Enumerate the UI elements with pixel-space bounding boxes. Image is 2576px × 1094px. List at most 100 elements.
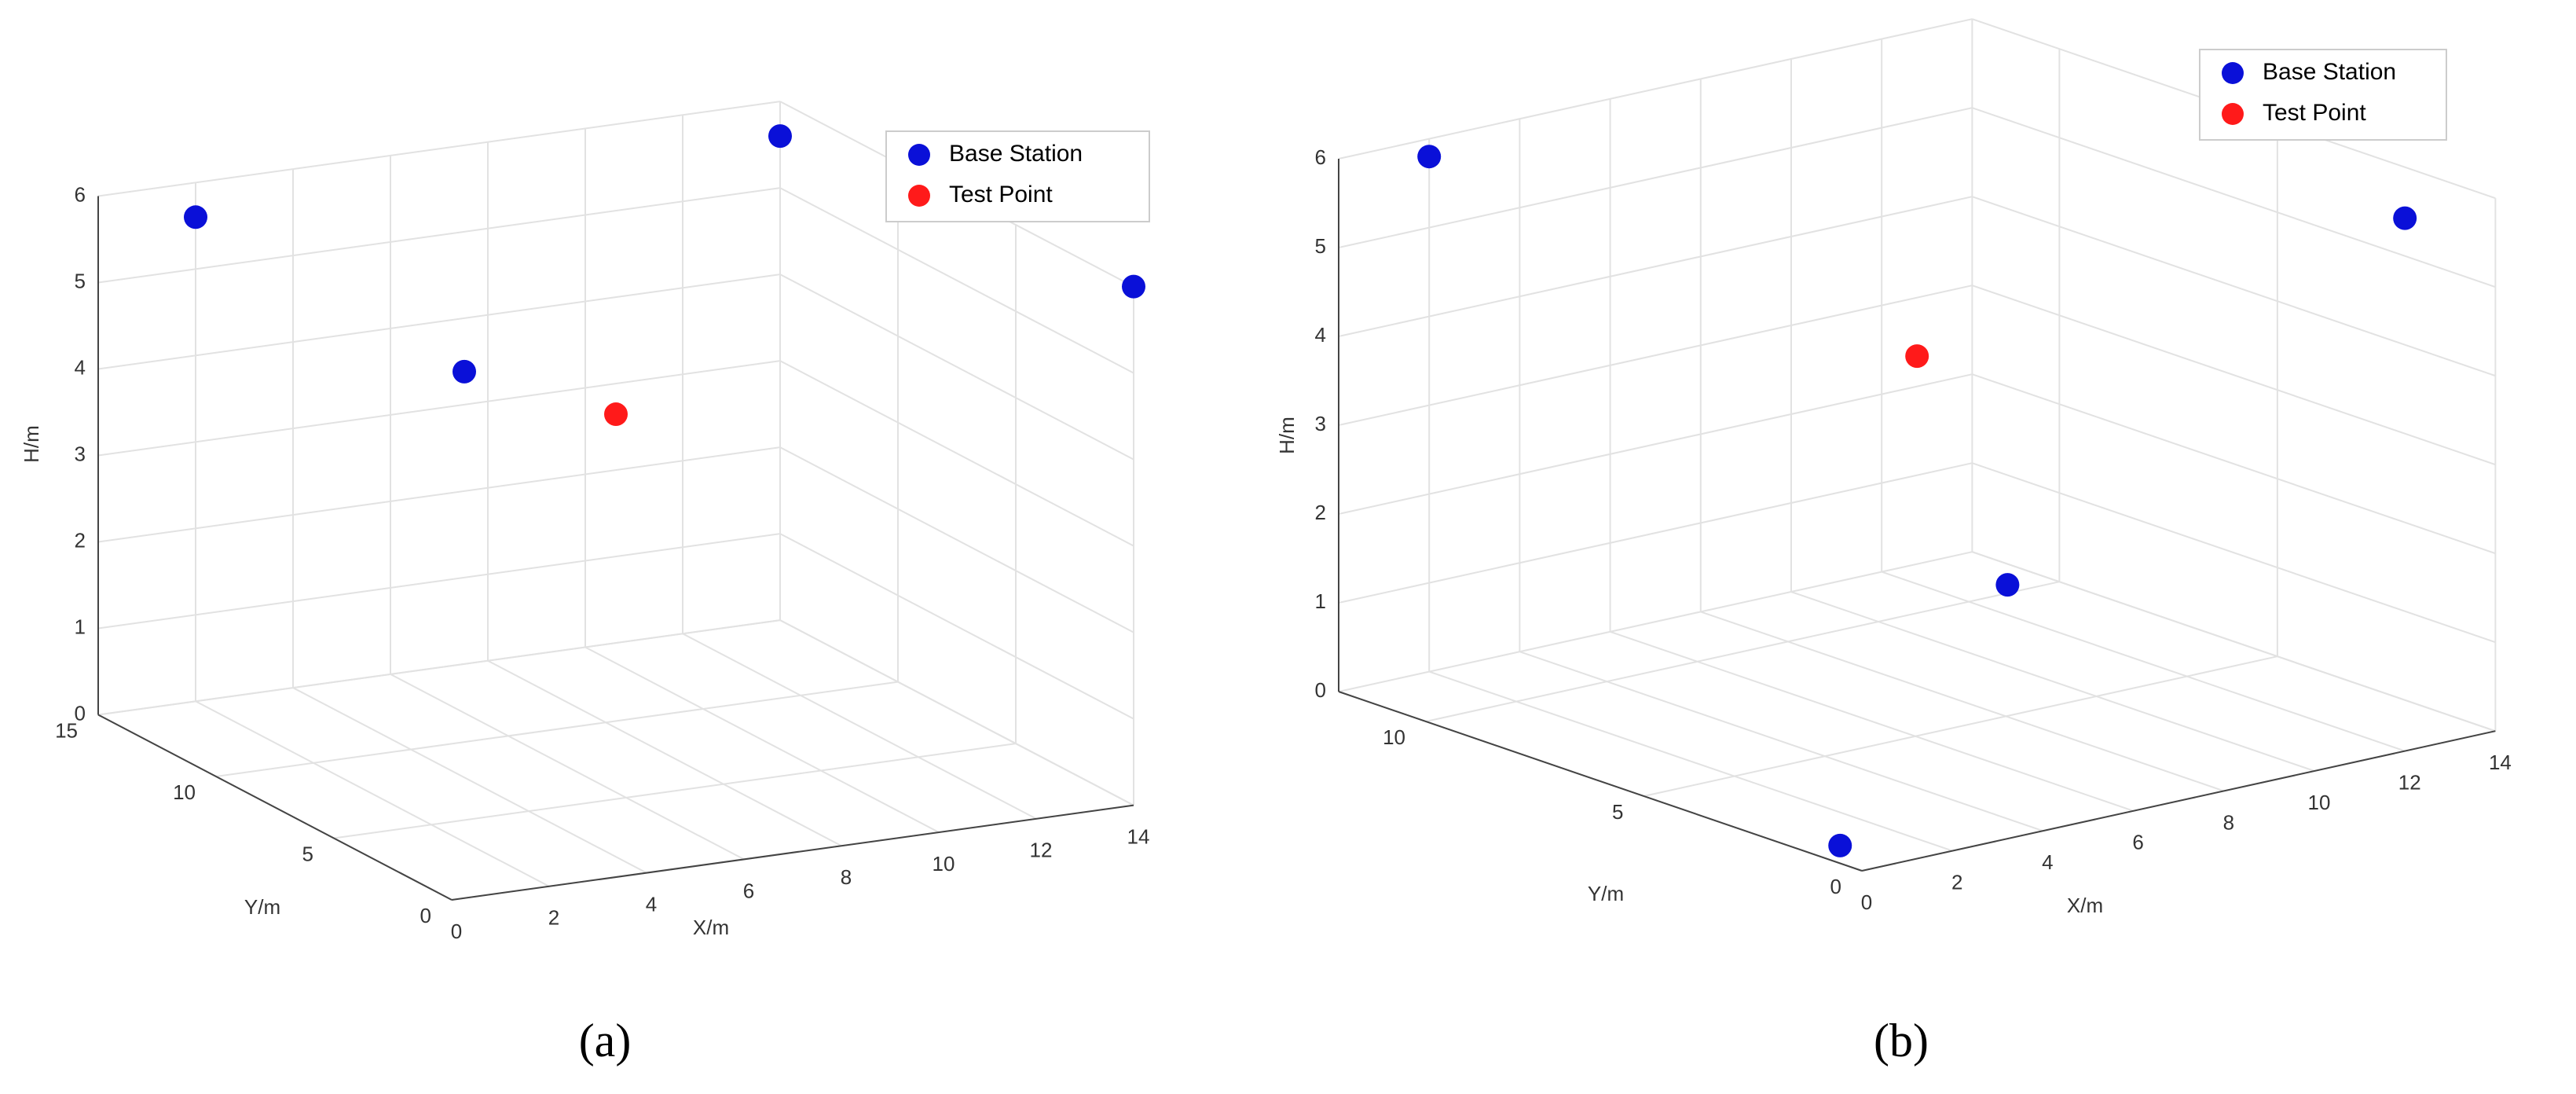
- grid-line: [97, 187, 781, 284]
- grid-line: [584, 646, 940, 833]
- grid-line: [779, 187, 1134, 374]
- y-axis-label: Y/m: [244, 895, 280, 919]
- data-point: [1122, 274, 1145, 299]
- grid-line: [1972, 107, 2496, 288]
- data-point: [1417, 145, 1442, 169]
- z-tick-label: 5: [75, 269, 86, 292]
- legend-marker: [908, 185, 930, 207]
- x-tick-label: 6: [743, 879, 754, 902]
- data-point: [768, 124, 792, 149]
- x-tick-label: 14: [2489, 751, 2512, 774]
- axis-line: [97, 714, 453, 901]
- grid-line: [195, 700, 550, 887]
- grid-line: [333, 743, 1017, 839]
- data-point: [184, 205, 207, 229]
- x-axis-label: X/m: [693, 916, 729, 939]
- grid-line: [1338, 373, 1973, 515]
- grid-line: [1972, 462, 2496, 644]
- x-tick-label: 0: [451, 920, 462, 943]
- y-tick-label: 0: [1830, 875, 1841, 898]
- grid-line: [779, 619, 1134, 806]
- grid-line: [1338, 18, 1973, 160]
- x-tick-label: 6: [2132, 831, 2143, 854]
- z-tick-label: 6: [1315, 145, 1326, 169]
- grid-line: [1972, 285, 2496, 466]
- grid-line: [1643, 655, 2278, 797]
- legend-marker: [2222, 103, 2244, 125]
- grid-line: [97, 533, 781, 630]
- grid-line: [1881, 571, 2406, 752]
- x-tick-label: 2: [548, 906, 559, 930]
- grid-line: [215, 681, 899, 777]
- z-tick-label: 6: [75, 182, 86, 206]
- grid-line: [487, 659, 842, 847]
- z-tick-label: 2: [1315, 501, 1326, 524]
- grid-line: [97, 360, 781, 457]
- axis-line: [1338, 691, 1863, 872]
- legend-label: Test Point: [2263, 100, 2366, 126]
- y-axis-label: Y/m: [1588, 882, 1624, 905]
- y-tick-label: 10: [173, 780, 196, 804]
- y-tick-label: 15: [55, 718, 78, 742]
- x-tick-label: 10: [2308, 791, 2331, 814]
- grid-line: [779, 533, 1134, 720]
- grid-line: [1338, 285, 1973, 426]
- grid-line: [779, 360, 1134, 547]
- grid-line: [97, 619, 781, 716]
- x-tick-label: 12: [2398, 770, 2421, 794]
- z-axis-label: H/m: [1275, 417, 1299, 454]
- legend-label: Base Station: [949, 141, 1083, 167]
- grid-line: [1610, 630, 2134, 812]
- z-tick-label: 1: [1315, 589, 1326, 613]
- axis-line: [1861, 730, 2496, 872]
- grid-line: [390, 674, 745, 861]
- y-tick-label: 5: [302, 842, 313, 865]
- grid-line: [1972, 373, 2496, 555]
- grid-line: [97, 101, 781, 197]
- grid-line: [1790, 591, 2315, 772]
- panel-caption: (a): [579, 1015, 632, 1066]
- grid-line: [1519, 651, 2043, 832]
- z-tick-label: 0: [1315, 678, 1326, 702]
- data-point: [453, 359, 476, 384]
- axis-line: [451, 804, 1134, 901]
- grid-line: [1338, 462, 1973, 604]
- data-point: [1828, 833, 1852, 857]
- data-point: [604, 402, 628, 427]
- x-tick-label: 4: [2042, 850, 2053, 874]
- x-tick-label: 8: [2223, 810, 2234, 834]
- x-tick-label: 12: [1030, 839, 1053, 862]
- legend-label: Base Station: [2263, 59, 2396, 85]
- x-tick-label: 8: [841, 865, 852, 889]
- x-tick-label: 14: [1127, 824, 1150, 848]
- x-tick-label: 2: [1951, 870, 1962, 894]
- z-tick-label: 3: [1315, 412, 1326, 435]
- z-tick-label: 4: [1315, 323, 1326, 347]
- legend-marker: [908, 144, 930, 166]
- z-axis-label: H/m: [20, 425, 43, 463]
- data-point: [1905, 344, 1929, 369]
- grid-line: [779, 446, 1134, 633]
- z-tick-label: 0: [75, 701, 86, 725]
- data-point: [1995, 573, 2020, 597]
- grid-line: [1972, 196, 2496, 377]
- x-axis-label: X/m: [2067, 894, 2103, 917]
- grid-line: [1972, 551, 2496, 732]
- legend-label: Test Point: [949, 182, 1053, 207]
- grid-line: [1338, 196, 1973, 337]
- x-tick-label: 0: [1861, 890, 1872, 914]
- z-tick-label: 5: [1315, 234, 1326, 258]
- grid-line: [1428, 670, 1953, 852]
- z-tick-label: 2: [75, 528, 86, 552]
- grid-line: [97, 274, 781, 370]
- z-tick-label: 1: [75, 615, 86, 638]
- x-tick-label: 10: [933, 852, 955, 876]
- data-point: [2393, 206, 2417, 230]
- grid-line: [779, 274, 1134, 461]
- grid-line: [1338, 551, 1973, 692]
- y-tick-label: 5: [1612, 800, 1623, 824]
- legend-marker: [2222, 62, 2244, 84]
- legend-box: [885, 130, 1150, 222]
